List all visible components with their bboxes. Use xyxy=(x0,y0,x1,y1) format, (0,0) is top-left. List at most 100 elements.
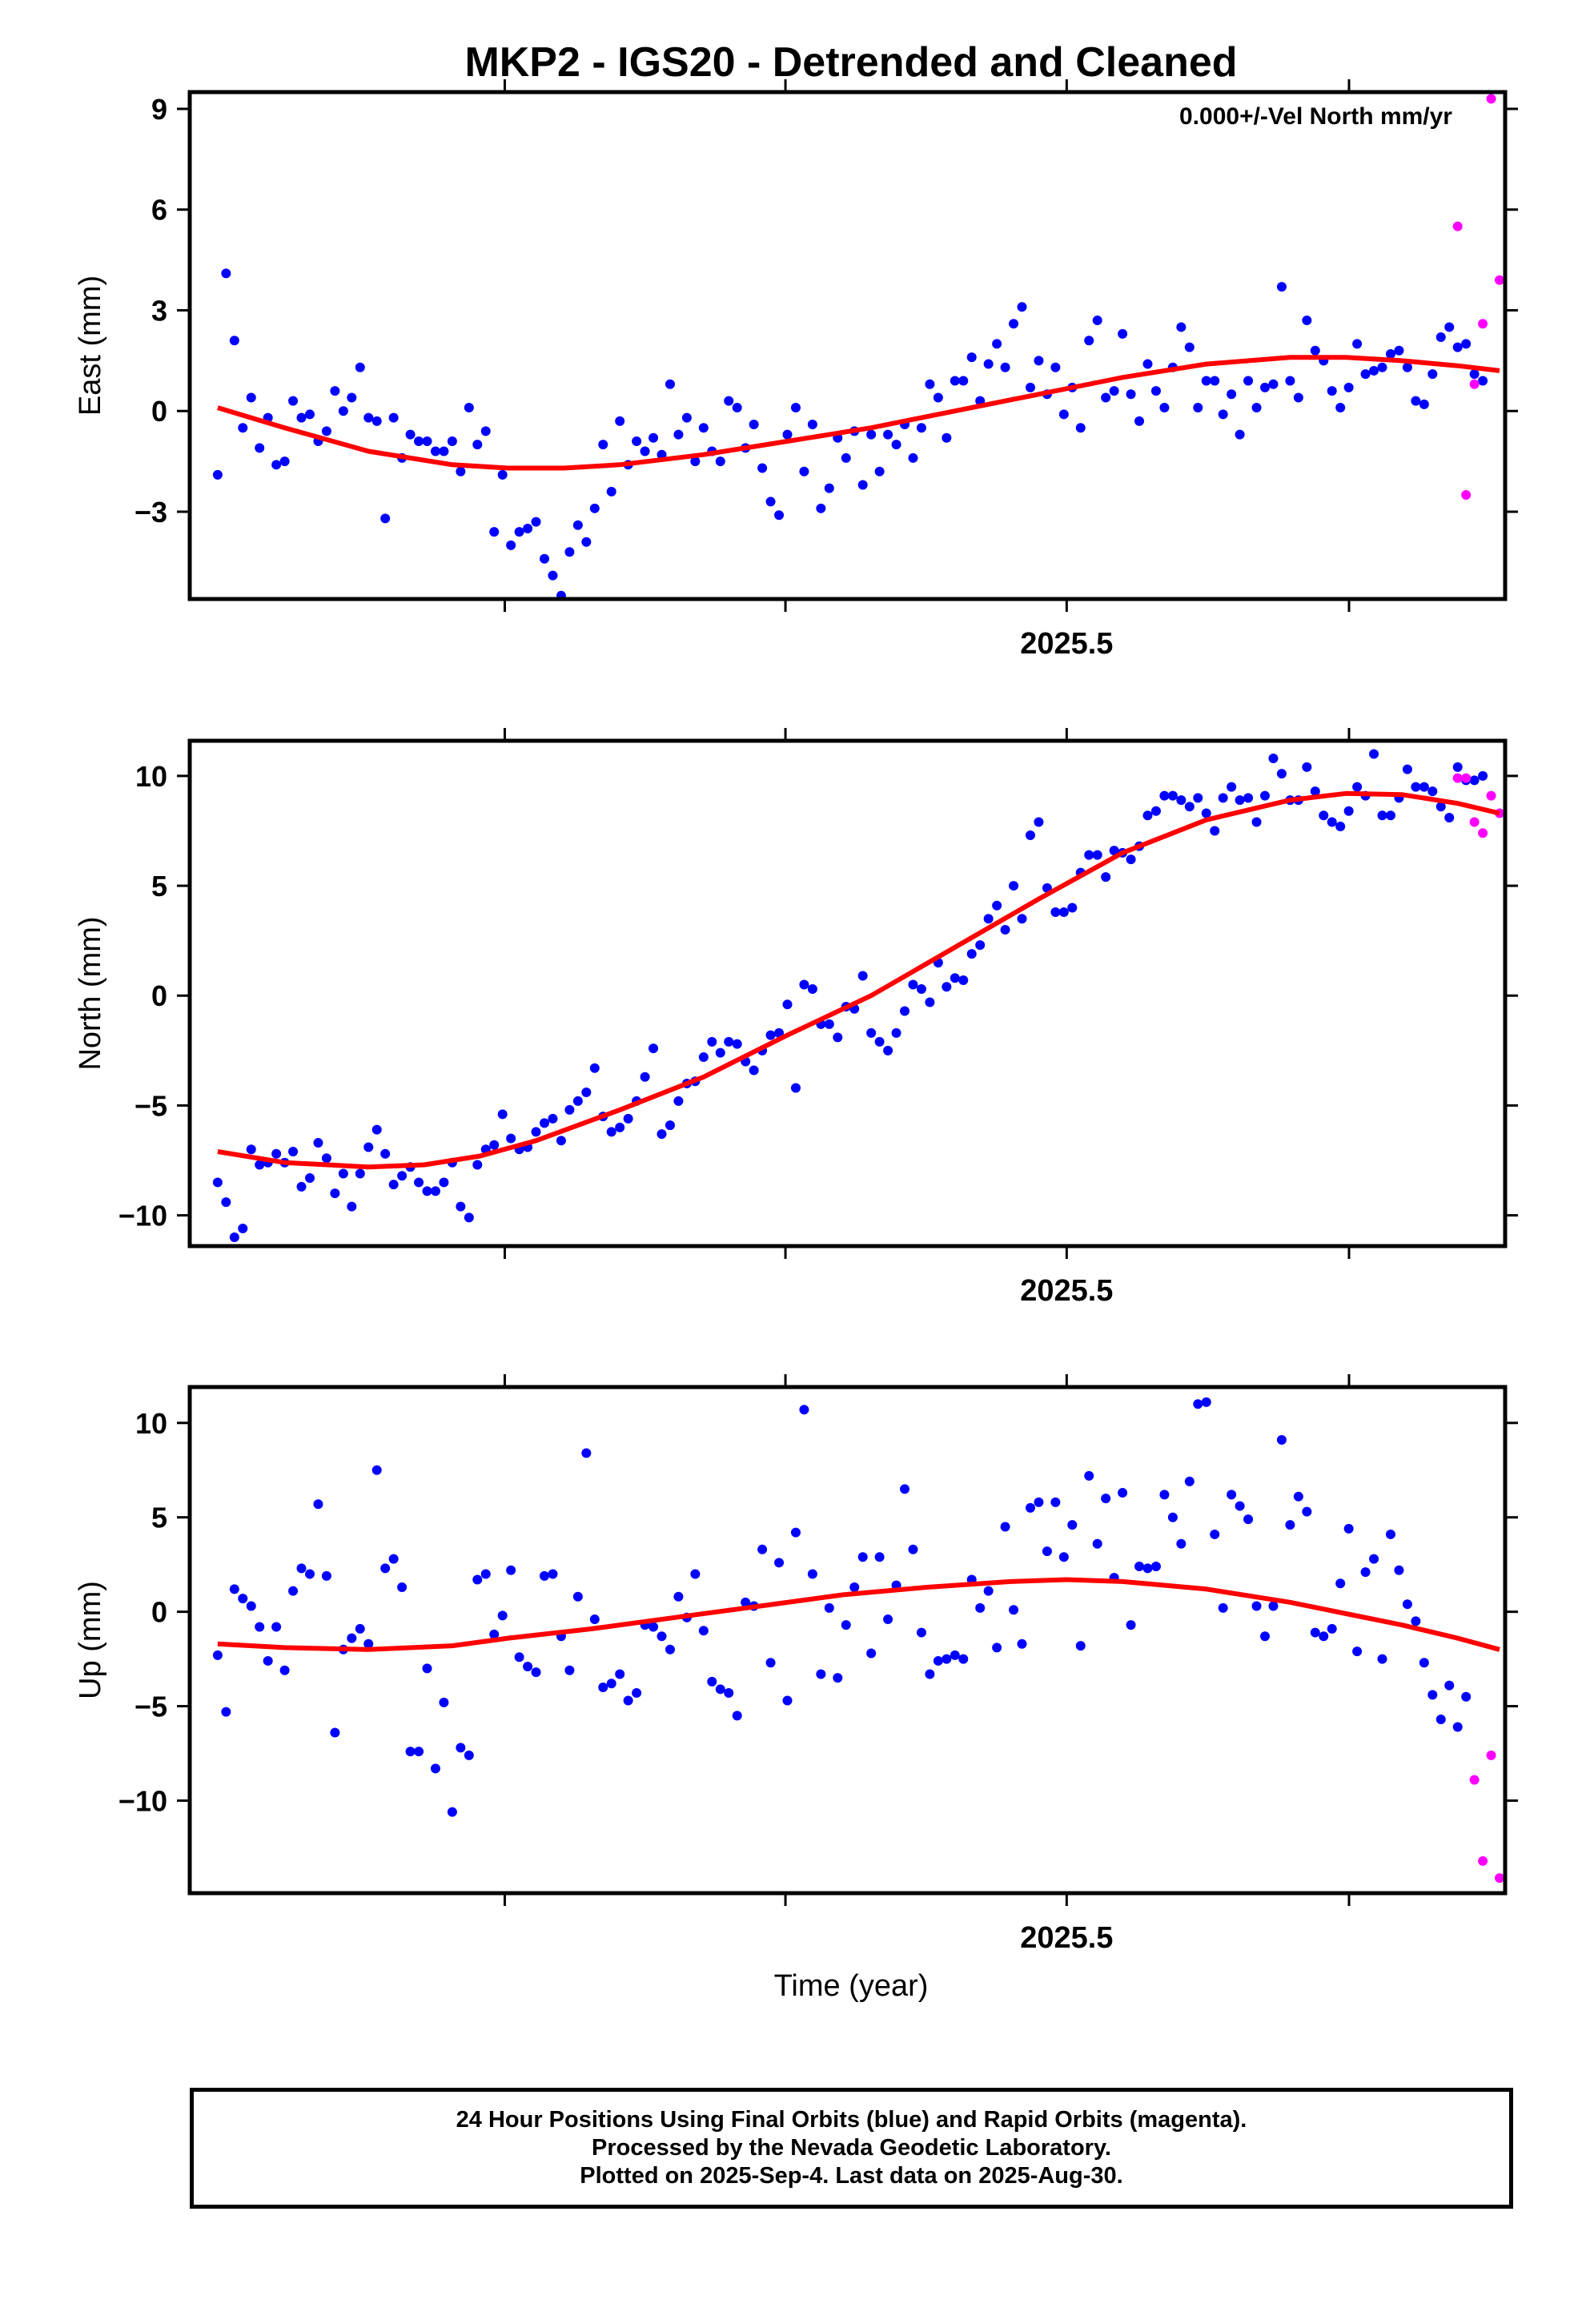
north-final-point xyxy=(229,1232,239,1243)
north-final-point xyxy=(1343,806,1354,816)
north-final-point xyxy=(1159,790,1170,801)
up-final-point xyxy=(1343,1523,1354,1534)
east-final-point xyxy=(681,412,692,423)
up-final-point xyxy=(1427,1690,1438,1700)
up-final-point xyxy=(447,1807,457,1817)
up-y-tick-label: 10 xyxy=(135,1407,167,1440)
north-final-point xyxy=(1419,782,1429,792)
up-final-point xyxy=(589,1614,600,1625)
up-final-point xyxy=(363,1638,374,1649)
east-final-point xyxy=(874,466,885,476)
up-final-point xyxy=(514,1652,524,1663)
east-final-point xyxy=(422,436,432,446)
up-final-point xyxy=(1435,1715,1446,1725)
north-final-point xyxy=(732,1039,742,1049)
up-final-point xyxy=(816,1669,826,1679)
east-final-point xyxy=(790,403,801,413)
up-final-point xyxy=(347,1633,357,1643)
north-y-axis-label: North (mm) xyxy=(74,916,107,1070)
north-final-point xyxy=(765,1030,776,1040)
east-final-point xyxy=(749,420,759,430)
north-final-point xyxy=(296,1181,307,1192)
east-final-point xyxy=(330,386,340,396)
up-final-point xyxy=(472,1574,483,1585)
north-final-point xyxy=(1302,762,1312,772)
north-x-tick-label: 2025.5 xyxy=(1020,1274,1113,1308)
up-final-point xyxy=(933,1655,943,1666)
up-y-tick-label: 5 xyxy=(151,1502,167,1534)
north-final-point xyxy=(1243,793,1254,803)
east-final-point xyxy=(1193,403,1203,413)
north-final-point xyxy=(942,982,952,992)
up-final-point xyxy=(1260,1631,1271,1642)
north-final-point xyxy=(1385,810,1395,821)
x-axis-label: Time (year) xyxy=(774,1969,929,2003)
east-final-point xyxy=(966,352,977,363)
up-final-point xyxy=(564,1665,575,1675)
east-final-point xyxy=(1260,382,1271,392)
east-final-point xyxy=(1268,379,1279,389)
up-final-point xyxy=(371,1465,382,1475)
north-final-point xyxy=(648,1043,659,1054)
up-final-point xyxy=(523,1662,533,1672)
east-final-point xyxy=(1000,362,1010,372)
east-final-point xyxy=(1101,392,1111,403)
up-final-point xyxy=(1218,1602,1228,1613)
east-fit-line xyxy=(217,355,1500,471)
north-final-point xyxy=(1251,817,1262,827)
east-final-point xyxy=(288,396,299,406)
north-final-point xyxy=(548,1113,558,1124)
north-final-point xyxy=(564,1104,575,1115)
up-final-point xyxy=(238,1594,248,1604)
up-final-point xyxy=(623,1695,633,1706)
up-final-point xyxy=(1184,1476,1195,1486)
up-final-point xyxy=(983,1586,994,1596)
up-final-point xyxy=(355,1623,365,1634)
east-final-point xyxy=(1327,386,1337,396)
north-final-point xyxy=(673,1096,684,1106)
east-final-point xyxy=(1435,332,1446,343)
north-final-point xyxy=(1176,795,1186,806)
up-final-point xyxy=(506,1565,516,1575)
north-final-point xyxy=(1327,817,1337,827)
north-points xyxy=(212,749,1505,1243)
up-final-point xyxy=(414,1747,424,1757)
east-final-point xyxy=(1444,322,1455,332)
north-final-point xyxy=(656,1129,667,1140)
north-rapid-point xyxy=(1452,773,1463,783)
north-final-point xyxy=(1260,790,1271,801)
east-rapid-point xyxy=(1461,490,1472,501)
up-final-point xyxy=(1327,1623,1337,1634)
north-final-point xyxy=(606,1127,616,1137)
north-final-point xyxy=(464,1212,474,1223)
east-final-point xyxy=(1227,389,1237,400)
east-final-point xyxy=(480,426,491,436)
east-final-point xyxy=(933,392,943,403)
north-final-point xyxy=(707,1036,717,1047)
east-rapid-point xyxy=(1495,275,1505,285)
up-final-point xyxy=(883,1614,893,1625)
east-final-point xyxy=(321,426,331,436)
up-final-point xyxy=(1075,1641,1086,1651)
up-final-point xyxy=(916,1627,926,1638)
north-final-point xyxy=(807,984,817,995)
north-final-point xyxy=(1142,810,1153,821)
north-final-point xyxy=(572,1096,583,1106)
up-final-point xyxy=(1243,1514,1254,1525)
north-rapid-point xyxy=(1478,828,1488,838)
north-final-point xyxy=(790,1083,801,1093)
north-final-point xyxy=(1201,808,1211,818)
east-frame xyxy=(187,90,1508,601)
up-final-point xyxy=(698,1626,709,1636)
east-final-point xyxy=(338,406,348,416)
north-final-point xyxy=(1084,850,1094,860)
up-final-point xyxy=(1461,1691,1472,1702)
up-final-point xyxy=(1118,1488,1128,1498)
east-points xyxy=(212,94,1505,599)
east-final-point xyxy=(531,517,541,527)
up-y-tick-label: 0 xyxy=(151,1596,167,1629)
up-final-point xyxy=(531,1667,541,1678)
up-final-point xyxy=(799,1405,809,1415)
east-final-point xyxy=(1092,316,1102,326)
